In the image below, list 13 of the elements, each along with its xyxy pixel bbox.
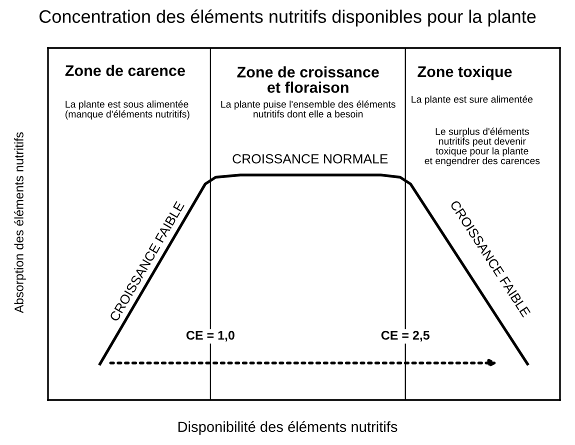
text: Zone de croissance et floraison bbox=[237, 66, 379, 93]
x-tick-label: CE = 1,0 bbox=[186, 330, 234, 342]
y-axis-title: Absorption des éléments nutritifs bbox=[14, 132, 26, 314]
chart-title: Concentration des éléments nutritifs disponibles pour la plante bbox=[40, 9, 536, 27]
text: Le surplus d'éléments nutritifs peut devenir toxique pour la plante et engendrer des carences bbox=[424, 128, 540, 166]
text: Zone toxique bbox=[418, 66, 512, 80]
x-tick-label: CE = 2,5 bbox=[381, 330, 430, 342]
text: La plante est sure alimentée bbox=[412, 96, 533, 105]
text: Zone de carence bbox=[65, 64, 185, 76]
text: CROISSANCE NORMALE bbox=[232, 154, 388, 164]
x-axis-title: Disponibilité des éléments nutritifs bbox=[178, 421, 398, 435]
text: La plante est sous alimentée (manque d'éléments nutritifs) bbox=[66, 100, 190, 120]
text: La plante puise l'ensemble des éléments nutritifs dont elle a besoin bbox=[221, 100, 396, 118]
